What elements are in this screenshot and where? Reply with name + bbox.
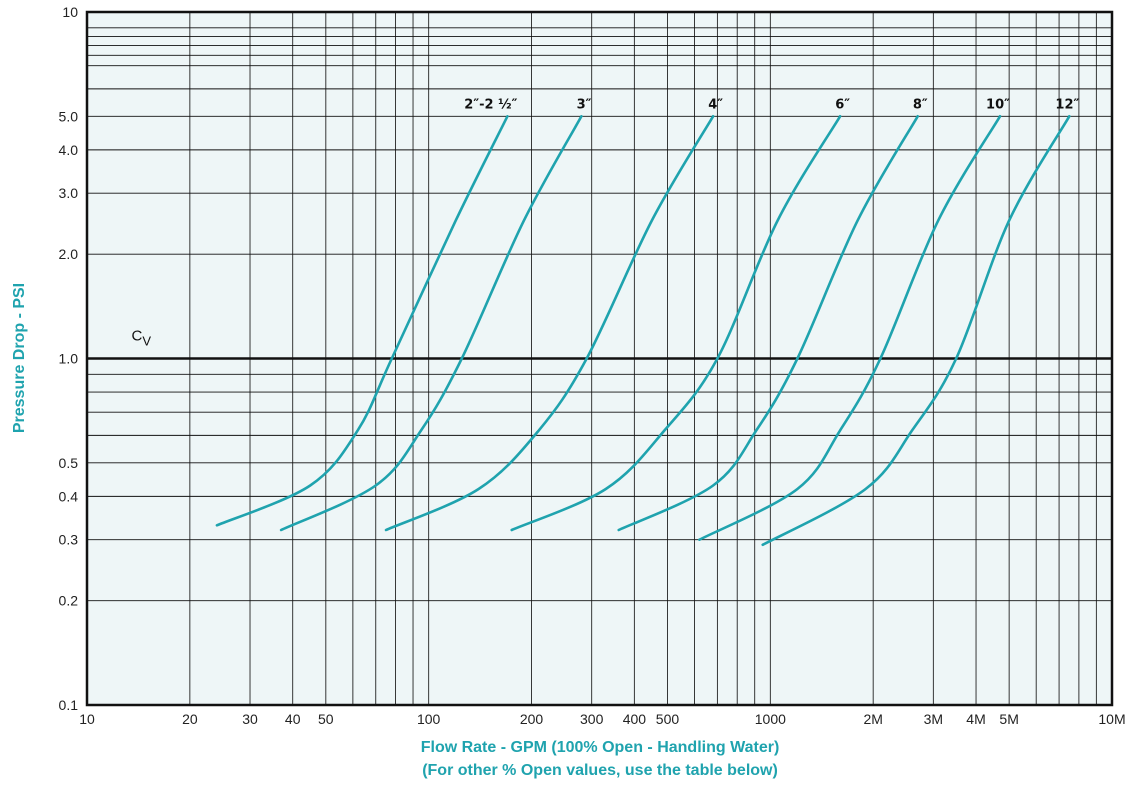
x-tick-label: 10M	[1098, 711, 1125, 727]
x-tick-label: 3M	[924, 711, 943, 727]
y-tick-label: 3.0	[59, 185, 79, 201]
x-tick-label: 50	[318, 711, 334, 727]
curve-label-0: 2″-2 ½″	[464, 97, 517, 112]
curve-1	[279, 115, 583, 532]
x-axis-subtitle: (For other % Open values, use the table …	[422, 762, 778, 779]
cv-reference-label: CV	[132, 328, 152, 349]
curve-0	[215, 115, 509, 527]
x-tick-label: 1000	[755, 711, 786, 727]
y-tick-label: 0.5	[59, 455, 79, 471]
y-tick-label: 5.0	[59, 108, 79, 124]
curve-label-5: 10″	[986, 97, 1010, 112]
curve-3	[510, 115, 842, 532]
y-tick-label: 1.0	[59, 351, 79, 367]
x-tick-label: 20	[182, 711, 198, 727]
curve-label-3: 6″	[835, 97, 850, 112]
x-tick-label: 40	[285, 711, 301, 727]
y-tick-label: 2.0	[59, 246, 79, 262]
curve-label-6: 12″	[1055, 97, 1079, 112]
y-tick-label: 0.1	[59, 697, 79, 713]
y-tick-label: 10	[62, 4, 78, 20]
x-tick-label: 5M	[999, 711, 1018, 727]
y-tick-label: 0.3	[59, 532, 79, 548]
x-tick-label: 400	[623, 711, 647, 727]
x-tick-label: 100	[417, 711, 441, 727]
x-tick-label: 500	[656, 711, 680, 727]
y-axis-title: Pressure Drop - PSI	[11, 283, 28, 433]
curve-label-1: 3″	[577, 97, 592, 112]
flow-curves	[215, 115, 1071, 547]
curve-2	[384, 115, 715, 532]
curve-labels: 2″-2 ½″ 3″ 4″ 6″ 8″ 10″ 12″	[464, 97, 1079, 112]
y-tick-label: 4.0	[59, 142, 79, 158]
x-tick-label: 4M	[966, 711, 985, 727]
plot-border	[85, 10, 1114, 707]
curve-6	[761, 115, 1071, 547]
curve-label-2: 4″	[708, 97, 723, 112]
curve-5	[698, 115, 1002, 541]
tick-labels: 10 20 30 40 50 100 200 300 400 500 1000 2M 3M 4M 5M 10M…	[59, 4, 1126, 727]
x-tick-label: 300	[580, 711, 604, 727]
x-tick-label: 2M	[863, 711, 882, 727]
grid-lines	[87, 12, 1112, 705]
x-tick-label: 30	[242, 711, 258, 727]
x-axis-title: Flow Rate - GPM (100% Open - Handling Wa…	[421, 739, 780, 756]
curve-4	[617, 115, 919, 532]
curve-label-4: 8″	[913, 97, 928, 112]
x-tick-label: 10	[79, 711, 95, 727]
x-tick-label: 200	[520, 711, 544, 727]
y-tick-label: 0.4	[59, 488, 79, 504]
y-tick-label: 0.2	[59, 593, 79, 609]
